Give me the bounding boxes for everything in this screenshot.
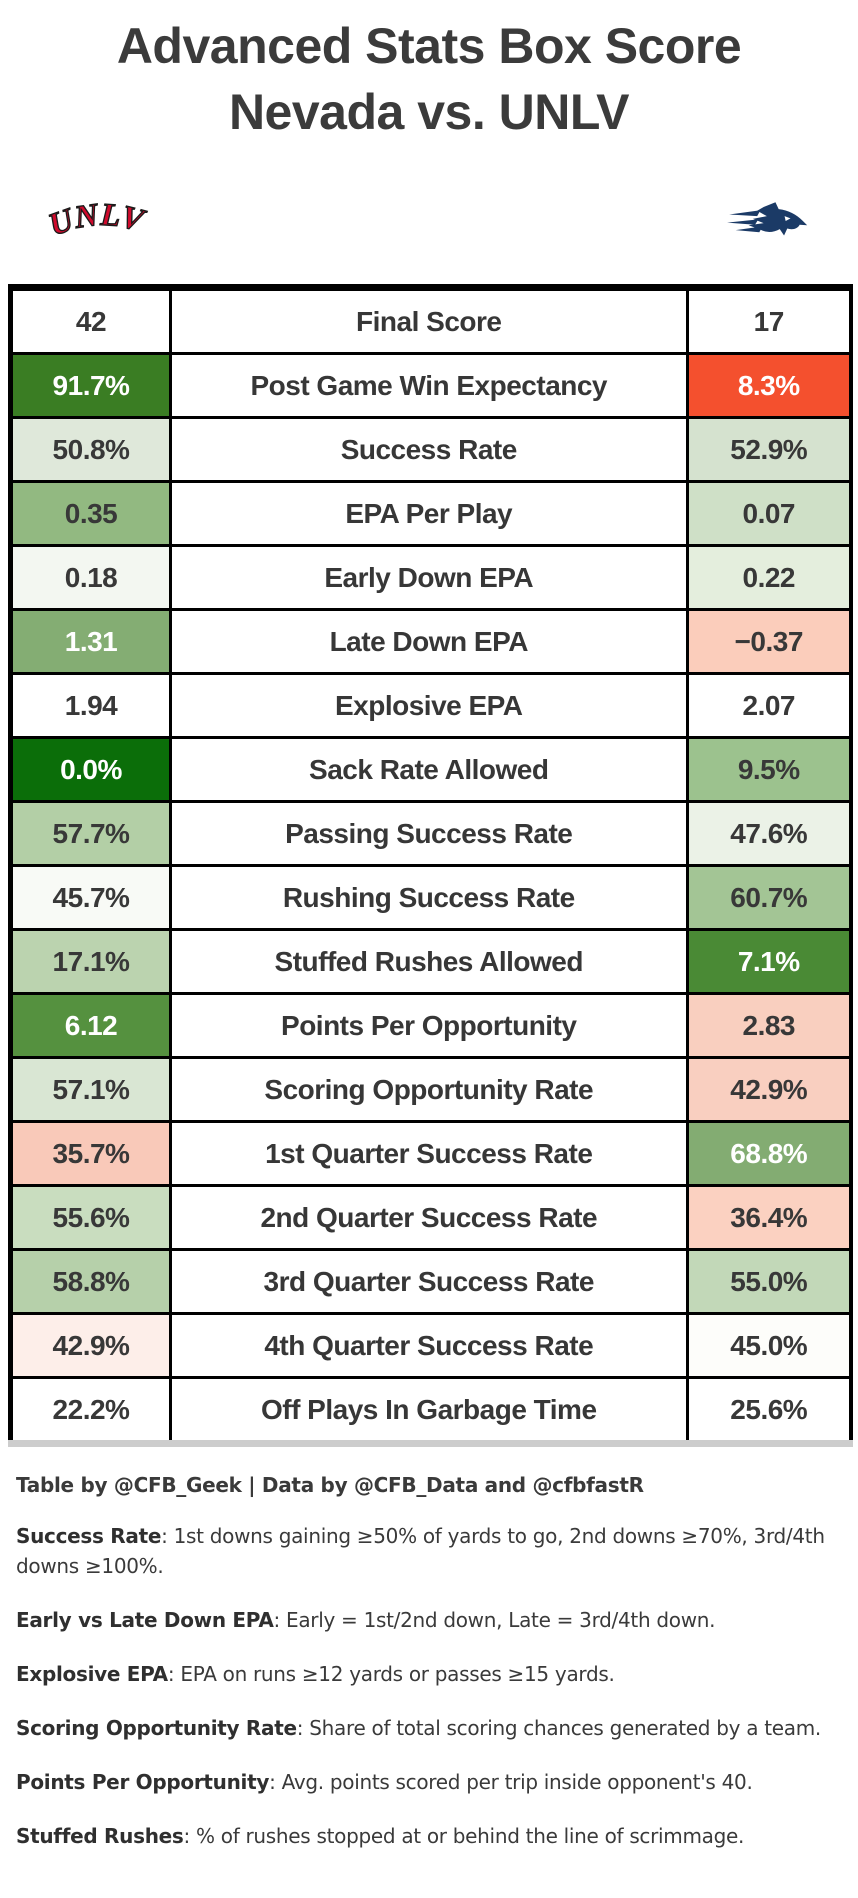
right-team-value-cell: 9.5%	[685, 736, 853, 803]
left-team-value-cell: 50.8%	[9, 416, 172, 483]
left-team-value-cell: 57.1%	[9, 1056, 172, 1123]
table-row: 0.18 Early Down EPA 0.22	[9, 544, 853, 611]
wolf-eye	[784, 216, 791, 221]
metric-label-cell: Stuffed Rushes Allowed	[169, 928, 689, 995]
metric-label-cell: Off Plays In Garbage Time	[169, 1376, 689, 1444]
left-team-value-cell: 1.31	[9, 608, 172, 675]
metric-label-cell: EPA Per Play	[169, 480, 689, 547]
table-row: 50.8% Success Rate 52.9%	[9, 416, 853, 483]
nevada-wolf-logo	[727, 202, 808, 236]
left-team-value-cell: 35.7%	[9, 1120, 172, 1187]
metric-label-cell: Early Down EPA	[169, 544, 689, 611]
right-team-value-cell: 47.6%	[685, 800, 853, 867]
left-team-value-cell: 22.2%	[9, 1376, 172, 1444]
table-row: 55.6% 2nd Quarter Success Rate 36.4%	[9, 1184, 853, 1251]
right-team-value-cell: 60.7%	[685, 864, 853, 931]
svg-text:UNLV: UNLV	[44, 196, 150, 243]
note: Scoring Opportunity Rate: Share of total…	[16, 1716, 821, 1740]
right-team-value-cell: 25.6%	[685, 1376, 853, 1444]
metric-label-cell: 1st Quarter Success Rate	[169, 1120, 689, 1187]
table-row: 17.1% Stuffed Rushes Allowed 7.1%	[9, 928, 853, 995]
left-team-value-cell: 1.94	[9, 672, 172, 739]
left-team-value-cell: 91.7%	[9, 352, 172, 419]
left-team-value-cell: 0.35	[9, 480, 172, 547]
right-team-value-cell: 55.0%	[685, 1248, 853, 1315]
left-team-value-cell: 6.12	[9, 992, 172, 1059]
note: Stuffed Rushes: % of rushes stopped at o…	[16, 1824, 745, 1848]
left-team-value-cell: 0.18	[9, 544, 172, 611]
right-team-value-cell: 7.1%	[685, 928, 853, 995]
table-row: 91.7% Post Game Win Expectancy 8.3%	[9, 352, 853, 419]
stats-table-body: 42 Final Score 17 91.7% Post Game Win Ex…	[9, 286, 853, 1444]
right-team-value-cell: 36.4%	[685, 1184, 853, 1251]
table-row: 1.94 Explosive EPA 2.07	[9, 672, 853, 739]
unlv-logo: UNLV	[44, 195, 150, 243]
left-team-value-cell: 45.7%	[9, 864, 172, 931]
right-team-value-cell: 68.8%	[685, 1120, 853, 1187]
right-team-value-cell: 42.9%	[685, 1056, 853, 1123]
metric-label-cell: Rushing Success Rate	[169, 864, 689, 931]
left-team-value-cell: 57.7%	[9, 800, 172, 867]
metric-label-cell: 4th Quarter Success Rate	[169, 1312, 689, 1379]
right-team-value-cell: 2.07	[685, 672, 853, 739]
right-team-value-cell: 52.9%	[685, 416, 853, 483]
right-team-value-cell: 0.22	[685, 544, 853, 611]
table-row: 42 Final Score 17	[9, 286, 853, 355]
left-team-value-cell: 42	[9, 286, 172, 355]
left-team-value-cell: 42.9%	[9, 1312, 172, 1379]
left-team-value-cell: 58.8%	[9, 1248, 172, 1315]
table-row: 35.7% 1st Quarter Success Rate 68.8%	[9, 1120, 853, 1187]
wolf-mane-streak	[727, 219, 759, 225]
metric-label-cell: 2nd Quarter Success Rate	[169, 1184, 689, 1251]
metric-label-cell: 3rd Quarter Success Rate	[169, 1248, 689, 1315]
table-row: 6.12 Points Per Opportunity 2.83	[9, 992, 853, 1059]
right-team-value-cell: 8.3%	[685, 352, 853, 419]
metric-label-cell: Success Rate	[169, 416, 689, 483]
metric-label-cell: Explosive EPA	[169, 672, 689, 739]
right-team-value-cell: −0.37	[685, 608, 853, 675]
right-team-value-cell: 0.07	[685, 480, 853, 547]
wolf-head	[748, 202, 808, 236]
metric-label-cell: Late Down EPA	[169, 608, 689, 675]
table-row: 22.2% Off Plays In Garbage Time 25.6%	[9, 1376, 853, 1444]
metric-label-cell: Final Score	[169, 286, 689, 355]
note: Points Per Opportunity: Avg. points scor…	[16, 1770, 753, 1794]
stats-table: 42 Final Score 17 91.7% Post Game Win Ex…	[8, 284, 853, 1447]
table-row: 58.8% 3rd Quarter Success Rate 55.0%	[9, 1248, 853, 1315]
credit-line: Table by @CFB_Geek | Data by @CFB_Data a…	[16, 1473, 644, 1497]
notes: Success Rate: 1st downs gaining ≥50% of …	[16, 1521, 828, 1851]
page-title-line1: Advanced Stats Box Score	[116, 18, 742, 74]
left-team-value-cell: 0.0%	[9, 736, 172, 803]
right-team-value-cell: 2.83	[685, 992, 853, 1059]
note: Early vs Late Down EPA: Early = 1st/2nd …	[16, 1608, 716, 1632]
table-row: 0.35 EPA Per Play 0.07	[9, 480, 853, 547]
left-team-value-cell: 55.6%	[9, 1184, 172, 1251]
metric-label-cell: Passing Success Rate	[169, 800, 689, 867]
table-row: 45.7% Rushing Success Rate 60.7%	[9, 864, 853, 931]
table-row: 57.1% Scoring Opportunity Rate 42.9%	[9, 1056, 853, 1123]
table-row: 42.9% 4th Quarter Success Rate 45.0%	[9, 1312, 853, 1379]
metric-label-cell: Post Game Win Expectancy	[169, 352, 689, 419]
left-team-value-cell: 17.1%	[9, 928, 172, 995]
note: Success Rate: 1st downs gaining ≥50% of …	[16, 1524, 825, 1578]
metric-label-cell: Scoring Opportunity Rate	[169, 1056, 689, 1123]
team-logos-row: UNLV	[0, 188, 858, 254]
table-row: 1.31 Late Down EPA −0.37	[9, 608, 853, 675]
page-title: Advanced Stats Box Score Nevada vs. UNLV	[0, 0, 858, 142]
page-title-line2: Nevada vs. UNLV	[228, 84, 630, 140]
table-row: 57.7% Passing Success Rate 47.6%	[9, 800, 853, 867]
table-row: 0.0% Sack Rate Allowed 9.5%	[9, 736, 853, 803]
note: Explosive EPA: EPA on runs ≥12 yards or …	[16, 1662, 615, 1686]
wolf-mane-streak	[729, 210, 761, 217]
right-team-value-cell: 17	[685, 286, 853, 355]
right-team-value-cell: 45.0%	[685, 1312, 853, 1379]
metric-label-cell: Sack Rate Allowed	[169, 736, 689, 803]
metric-label-cell: Points Per Opportunity	[169, 992, 689, 1059]
unlv-logo-text: UNLV	[44, 195, 150, 243]
